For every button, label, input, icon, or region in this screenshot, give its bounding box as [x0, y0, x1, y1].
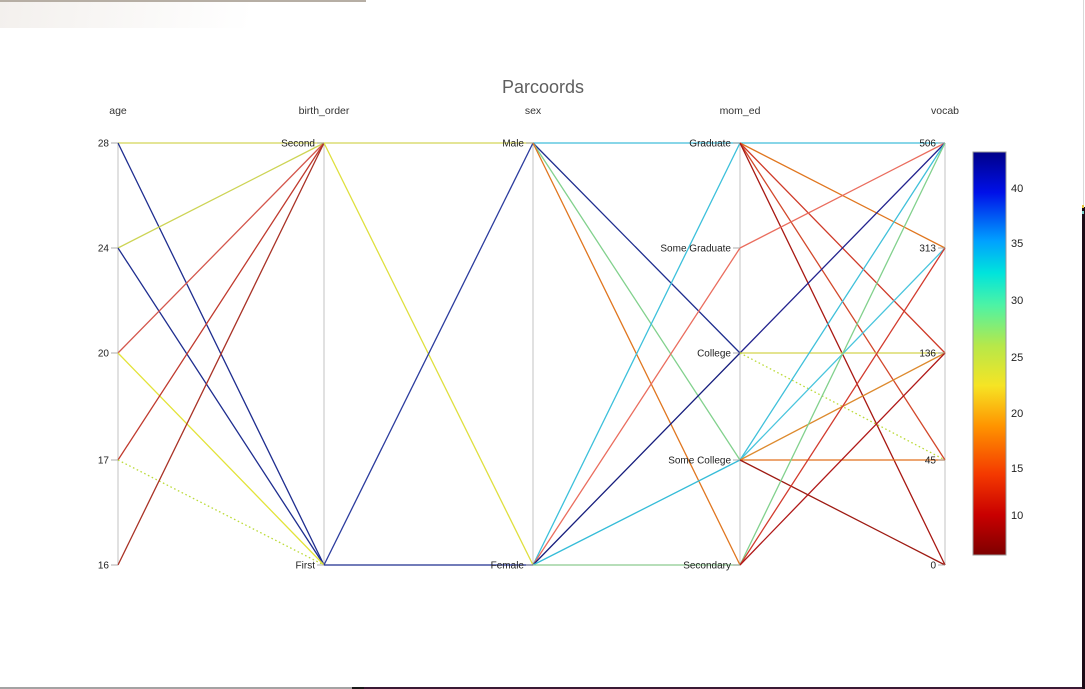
tick-label: First	[296, 561, 316, 572]
data-line-segment	[117, 142, 325, 461]
tick-label: Male	[502, 139, 524, 150]
colorbar-tick-label: 40	[1011, 183, 1023, 195]
tick-label: 16	[98, 561, 110, 572]
tick-label: 45	[925, 456, 937, 467]
colorbar-tick-label: 30	[1011, 295, 1023, 307]
tick-label: Secondary	[683, 561, 731, 572]
axis-mom_ed[interactable]: mom_ed Graduate Some Graduate College Some C…	[660, 105, 760, 572]
colorbar-tick-label: 35	[1011, 238, 1023, 250]
colorbar	[972, 151, 1007, 556]
colorbar-tick-label: 15	[1011, 463, 1023, 475]
data-line-segment	[739, 459, 946, 566]
tick-label: Some Graduate	[660, 244, 731, 255]
data-line-segment	[532, 142, 741, 354]
data-line-segment	[532, 142, 741, 566]
axis-sex[interactable]: sex Male Female	[491, 105, 542, 572]
background-window-right-edge[interactable]	[1082, 207, 1085, 689]
data-line-segment	[117, 142, 325, 354]
tick-label: 28	[98, 139, 110, 150]
tick-label: 24	[98, 244, 110, 255]
tick-label: 313	[919, 244, 936, 255]
data-line-segment	[532, 352, 741, 566]
colorbar-tick-label: 20	[1011, 408, 1023, 420]
tick-label: College	[697, 349, 731, 360]
tick-label: 506	[919, 139, 936, 150]
plot-window-bottom-edge	[0, 687, 352, 689]
chart-title: Parcoords	[501, 77, 585, 97]
data-line-segment	[323, 142, 534, 566]
data-line-segment	[739, 142, 946, 566]
axis-title-mom_ed: mom_ed	[720, 105, 761, 117]
data-line-segment	[117, 352, 325, 566]
tick-label: 0	[930, 561, 936, 572]
tick-label: 17	[98, 456, 110, 467]
background-content-speck-teal	[1082, 211, 1084, 214]
plot-window-top-edge	[0, 0, 366, 2]
data-line-segment	[117, 142, 325, 566]
axis-age[interactable]: age 28 24 20 17 16	[98, 105, 127, 572]
colorbar-tick-label: 10	[1011, 510, 1023, 522]
data-line-segment	[532, 142, 741, 461]
tick-label: Female	[491, 561, 525, 572]
axis-vocab[interactable]: vocab 506 313 136 45 0	[919, 105, 959, 572]
tick-label: Graduate	[689, 139, 731, 150]
data-line-segment	[532, 459, 741, 566]
tick-label: 136	[919, 349, 936, 360]
axis-title-birth_order: birth_order	[299, 105, 350, 117]
data-line-segment	[739, 247, 946, 566]
data-line-segment	[739, 142, 946, 354]
bottom-edge-dark-segment	[352, 687, 364, 689]
axis-birth_order[interactable]: birth_order Second First	[281, 105, 350, 572]
plot-window-top-shadow	[0, 2, 360, 28]
background-window-bottom-edge[interactable]	[364, 687, 1085, 689]
data-line-segment	[117, 142, 325, 249]
data-line-segment	[117, 459, 325, 566]
data-line-segment	[739, 352, 946, 566]
colorbar-tick-label: 25	[1011, 352, 1023, 364]
axis-title-age: age	[109, 105, 127, 117]
axis-title-sex: sex	[525, 105, 542, 117]
tick-label: 20	[98, 349, 110, 360]
data-line-segment	[117, 247, 325, 566]
axis-title-vocab: vocab	[931, 105, 959, 117]
background-content-speck-yellow	[1082, 205, 1084, 208]
data-line-segment	[739, 142, 946, 249]
tick-label: Second	[281, 139, 315, 150]
data-line-segment	[739, 352, 946, 461]
plot-window-right-edge	[1083, 0, 1084, 206]
data-line-segment	[739, 142, 946, 461]
tick-label: Some College	[668, 456, 731, 467]
data-line-segment	[532, 247, 741, 566]
